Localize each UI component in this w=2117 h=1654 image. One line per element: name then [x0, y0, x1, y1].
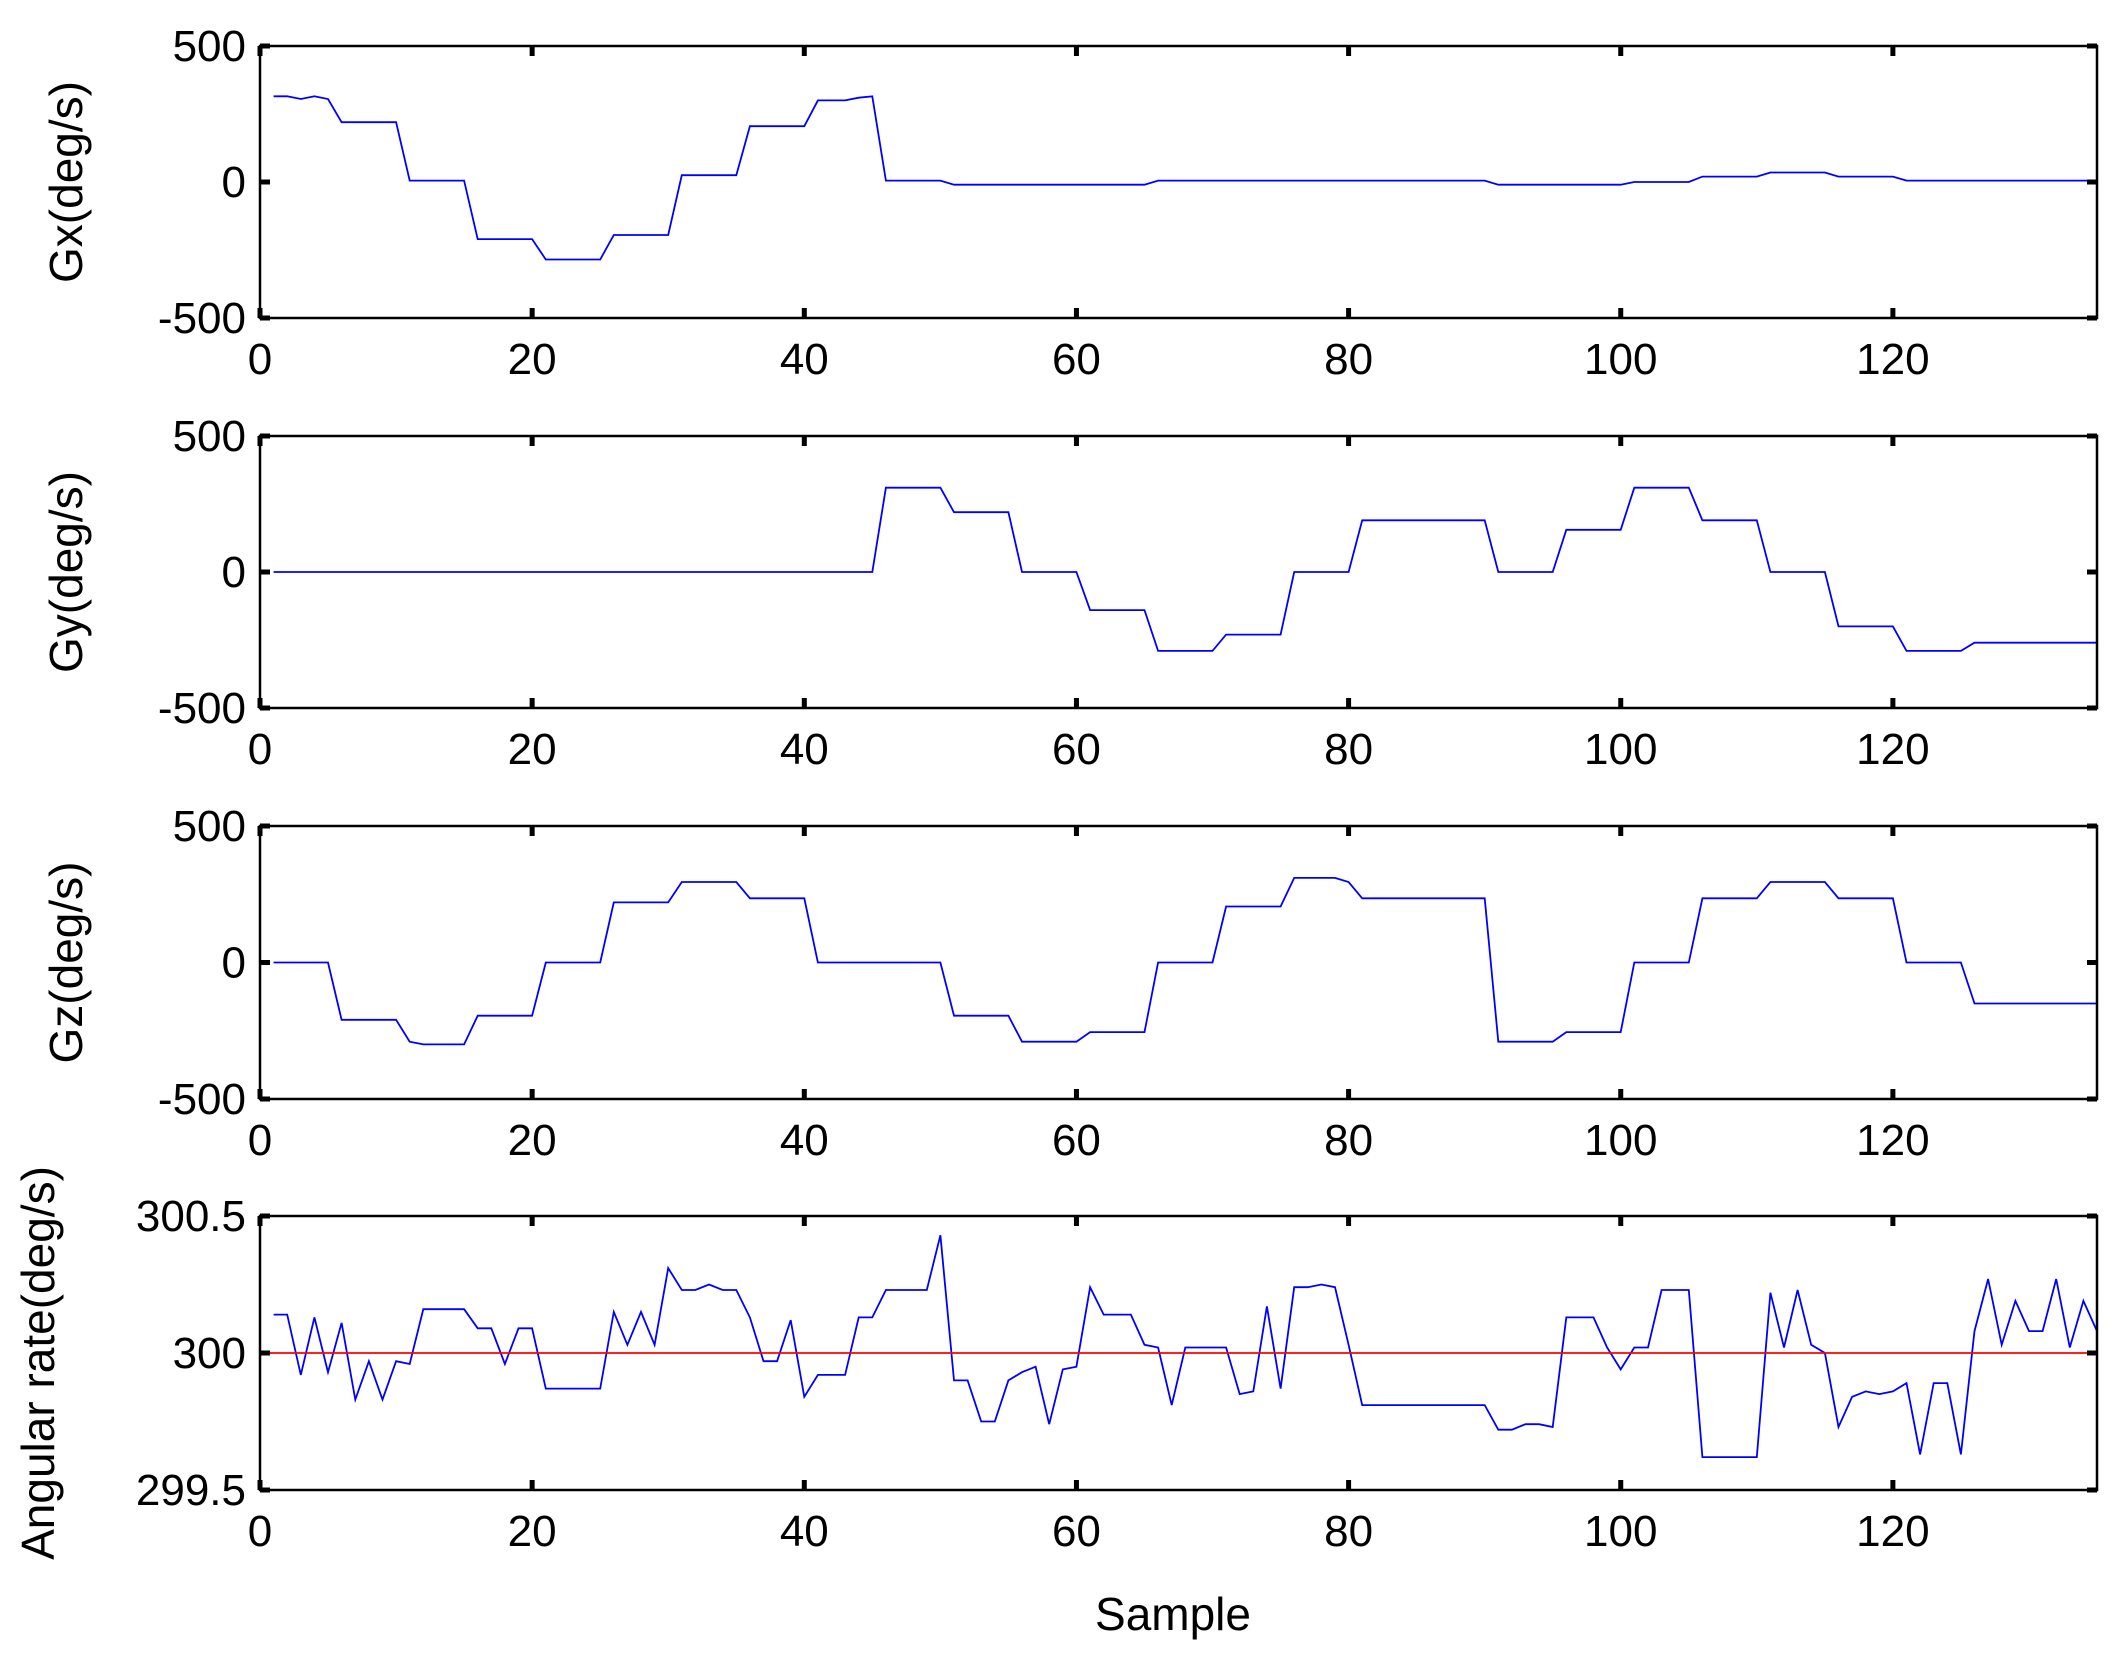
plot-frame: [258, 44, 2099, 320]
x-tick-label: 80: [1324, 1116, 1373, 1165]
x-tick-label: 20: [508, 1116, 557, 1165]
x-tick-label: 100: [1584, 335, 1657, 384]
y-tick-label: 500: [173, 412, 246, 461]
x-tick-label: 60: [1052, 1507, 1101, 1556]
x-tick-label: 20: [508, 1507, 557, 1556]
x-tick-label: 80: [1324, 1507, 1373, 1556]
x-tick-label: 60: [1052, 1116, 1101, 1165]
series-line-3-1: [273, 877, 2097, 1046]
y-tick-label: 300.5: [136, 1192, 246, 1241]
y-tick-label: -500: [158, 294, 246, 343]
x-axis-label: Sample: [1095, 1588, 1251, 1640]
y-tick-label: 299.5: [136, 1466, 246, 1515]
x-tick-label: 40: [780, 725, 829, 774]
x-tick-label: 40: [780, 335, 829, 384]
y-axis-label: Angular rate(deg/s): [12, 1166, 64, 1560]
y-tick-label: 0: [222, 158, 246, 207]
x-tick-label: 120: [1856, 335, 1929, 384]
y-tick-label: 500: [173, 802, 246, 851]
x-tick-label: 80: [1324, 335, 1373, 384]
x-tick-label: 60: [1052, 725, 1101, 774]
series-line-4-1: [273, 1234, 2098, 1458]
series-line-2-1: [273, 486, 2097, 652]
x-tick-label: 20: [508, 725, 557, 774]
x-tick-label: 80: [1324, 725, 1373, 774]
y-axis-label: Gz(deg/s): [40, 862, 92, 1064]
y-tick-label: 300: [173, 1329, 246, 1378]
x-tick-label: 100: [1584, 1507, 1657, 1556]
subplot-4: 0 20 40 60 80 100 120 299.5 300 300.5 Angular rate…: [12, 1166, 2099, 1560]
x-tick-label: 120: [1856, 1116, 1929, 1165]
x-tick-label: 40: [780, 1507, 829, 1556]
x-tick-label: 40: [780, 1116, 829, 1165]
x-tick-label: 0: [248, 725, 272, 774]
x-tick-label: 0: [248, 1507, 272, 1556]
series-line-1-1: [273, 95, 2097, 261]
x-tick-label: 20: [508, 335, 557, 384]
y-axis-label: Gx(deg/s): [40, 81, 92, 283]
x-tick-label: 0: [248, 335, 272, 384]
x-tick-label: 100: [1584, 725, 1657, 774]
y-tick-label: 0: [222, 939, 246, 988]
x-tick-label: 60: [1052, 335, 1101, 384]
y-tick-label: 0: [222, 548, 246, 597]
y-tick-label: -500: [158, 684, 246, 733]
x-tick-label: 0: [248, 1116, 272, 1165]
x-tick-label: 100: [1584, 1116, 1657, 1165]
y-tick-label: 500: [173, 22, 246, 71]
x-tick-label: 120: [1856, 725, 1929, 774]
y-tick-label: -500: [158, 1075, 246, 1124]
x-tick-label: 120: [1856, 1507, 1929, 1556]
y-axis-label: Gy(deg/s): [40, 471, 92, 673]
